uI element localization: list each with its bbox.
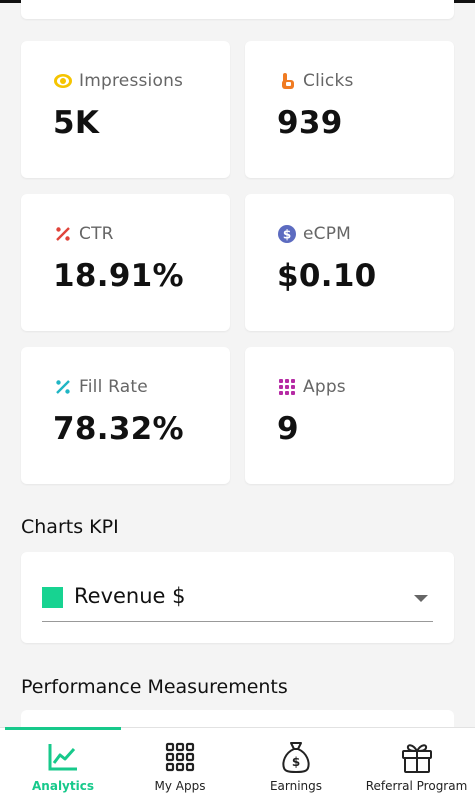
stat-label: Apps	[303, 377, 346, 397]
eye-icon	[53, 71, 73, 91]
dollar-circle-icon: $	[277, 224, 297, 244]
pointer-hand-icon	[277, 71, 297, 91]
kpi-dropdown-value[interactable]: Revenue $	[74, 584, 186, 608]
stat-header: Apps	[277, 377, 346, 397]
percent-icon	[53, 224, 73, 244]
stat-card-ecpm[interactable]: $ eCPM $0.10	[245, 194, 454, 331]
stat-value: 5K	[53, 105, 100, 141]
stat-card-clicks[interactable]: Clicks 939	[245, 41, 454, 178]
nav-item-earnings[interactable]: $ Earnings	[234, 728, 358, 800]
grid-dots-icon	[277, 377, 297, 397]
stat-card-apps[interactable]: Apps 9	[245, 347, 454, 484]
stat-card-impressions[interactable]: Impressions 5K	[21, 41, 230, 178]
stat-label: Impressions	[79, 71, 184, 91]
grid-icon	[163, 740, 197, 774]
nav-label: Earnings	[269, 779, 323, 793]
stat-label: Fill Rate	[79, 377, 148, 397]
svg-text:$: $	[292, 755, 300, 769]
money-bag-icon: $	[279, 740, 313, 774]
stat-header: Clicks	[277, 71, 354, 91]
stat-header: CTR	[53, 224, 114, 244]
kpi-color-swatch	[42, 587, 63, 608]
nav-label: My Apps	[154, 779, 206, 793]
nav-item-analytics[interactable]: Analytics	[0, 728, 126, 800]
stat-header: Impressions	[53, 71, 183, 91]
nav-label: Analytics	[32, 779, 94, 793]
percent-icon	[53, 377, 73, 397]
stat-header: Fill Rate	[53, 377, 148, 397]
svg-text:$: $	[283, 228, 291, 242]
active-tab-indicator	[5, 727, 121, 730]
stat-value: 939	[277, 105, 343, 141]
stat-card-fill-rate[interactable]: Fill Rate 78.32%	[21, 347, 230, 484]
charts-kpi-title: Charts KPI	[21, 516, 119, 538]
stat-header: $ eCPM	[277, 224, 351, 244]
nav-item-my-apps[interactable]: My Apps	[126, 728, 234, 800]
stat-value: 9	[277, 411, 299, 447]
stat-label: eCPM	[303, 224, 352, 244]
stat-card-ctr[interactable]: CTR 18.91%	[21, 194, 230, 331]
stat-value: 18.91%	[53, 258, 184, 294]
top-card	[21, 0, 454, 19]
stat-label: CTR	[79, 224, 114, 244]
chevron-down-icon[interactable]	[414, 595, 428, 602]
stat-value: $0.10	[277, 258, 377, 294]
gift-icon	[400, 740, 434, 774]
stat-value: 78.32%	[53, 411, 184, 447]
performance-title: Performance Measurements	[21, 676, 288, 698]
charts-kpi-card: Revenue $	[21, 552, 454, 643]
bottom-navigation: Analytics My Apps	[0, 727, 475, 800]
stat-label: Clicks	[303, 71, 354, 91]
nav-item-referral-program[interactable]: Referral Program	[358, 728, 475, 800]
dropdown-underline	[42, 621, 433, 622]
line-chart-icon	[46, 740, 80, 774]
nav-label: Referral Program	[365, 779, 468, 793]
